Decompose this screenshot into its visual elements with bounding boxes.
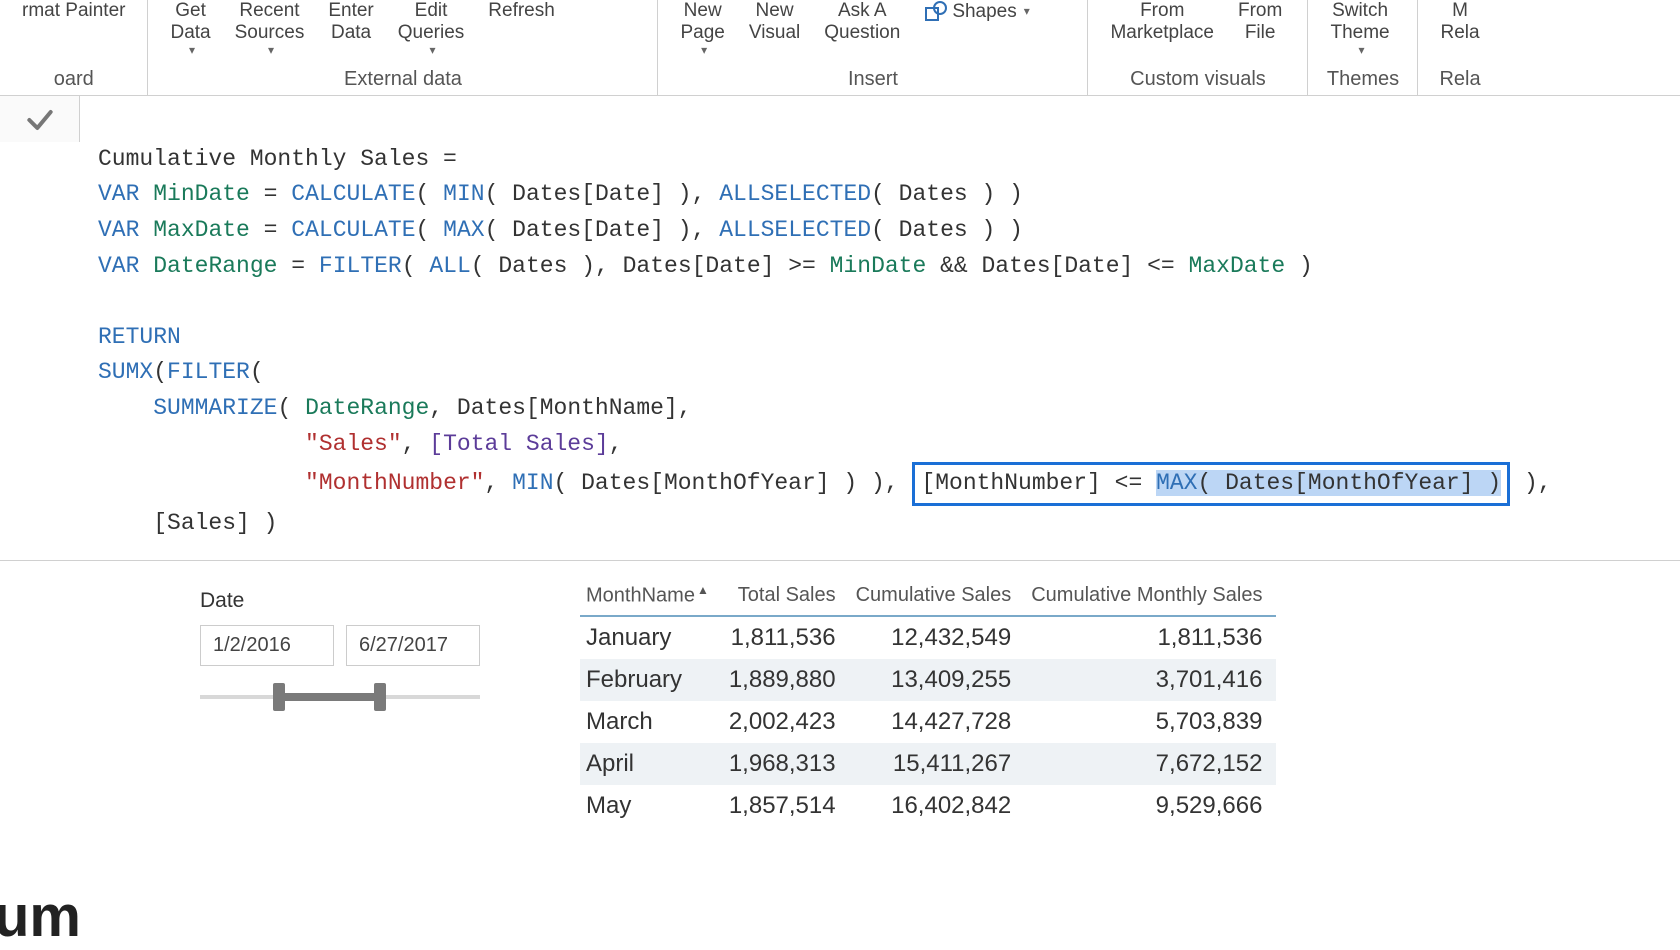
formula-bar: Cumulative Monthly Sales = VAR MinDate =… [0,96,1680,561]
table-cell: 15,411,267 [850,743,1026,785]
chevron-down-icon: ▾ [430,44,436,58]
switch-theme-button[interactable]: Switch Theme▾ [1318,0,1401,57]
chevron-down-icon: ▾ [701,44,707,58]
table-cell: 12,432,549 [850,616,1026,659]
table-cell: 13,409,255 [850,659,1026,701]
ribbon-group-custom-visuals: From Marketplace From File Custom visual… [1088,0,1308,95]
sales-table-visual[interactable]: MonthName▲ Total Sales Cumulative Sales … [580,561,1276,828]
table-row[interactable]: March2,002,42314,427,7285,703,839 [580,701,1276,743]
table-cell: 5,703,839 [1025,701,1276,743]
table-row[interactable]: January1,811,53612,432,5491,811,536 [580,616,1276,659]
col-cumulative-sales[interactable]: Cumulative Sales [850,577,1026,617]
ribbon-group-external-data: Get Data▾ Recent Sources▾ Enter Data Edi… [148,0,658,95]
format-painter-label: rmat Painter [22,0,125,22]
checkmark-icon [24,104,56,142]
commit-formula-button[interactable] [0,96,80,142]
from-file-button[interactable]: From File [1226,0,1294,44]
table-cell: January [580,616,723,659]
table-cell: 1,968,313 [723,743,850,785]
sort-asc-icon: ▲ [697,583,709,597]
ribbon-group-label-clipboard: oard [10,68,137,95]
col-monthname[interactable]: MonthName▲ [580,577,723,617]
formula-editor[interactable]: Cumulative Monthly Sales = VAR MinDate =… [80,96,1680,560]
slicer-to-input[interactable]: 6/27/2017 [346,625,480,666]
ribbon-group-clipboard: rmat Painter oard [0,0,148,95]
format-painter-button[interactable]: rmat Painter [10,0,137,22]
from-marketplace-button[interactable]: From Marketplace [1098,0,1226,44]
slicer-from-input[interactable]: 1/2/2016 [200,625,334,666]
slider-handle-start[interactable] [273,683,285,711]
table-cell: May [580,785,723,827]
table-cell: 14,427,728 [850,701,1026,743]
get-data-button[interactable]: Get Data▾ [158,0,222,57]
table-row[interactable]: May1,857,51416,402,8429,529,666 [580,785,1276,827]
table-cell: 7,672,152 [1025,743,1276,785]
sales-table: MonthName▲ Total Sales Cumulative Sales … [580,577,1276,828]
ask-a-question-button[interactable]: Ask A Question [812,0,912,44]
ribbon-group-insert: New Page▾ New Visual Ask A Question Shap… [658,0,1088,95]
enter-data-button[interactable]: Enter Data [316,0,385,44]
ribbon-group-label-insert: Insert [668,68,1077,95]
table-cell: 16,402,842 [850,785,1026,827]
table-cell: 9,529,666 [1025,785,1276,827]
col-cumulative-monthly-sales[interactable]: Cumulative Monthly Sales [1025,577,1276,617]
ribbon-group-label-relationships: Rela [1428,68,1491,95]
slider-fill [273,693,374,701]
table-cell: 2,002,423 [723,701,850,743]
table-row[interactable]: April1,968,31315,411,2677,672,152 [580,743,1276,785]
slicer-title: Date [200,589,540,613]
ribbon: rmat Painter oard Get Data▾ Recent Sourc… [0,0,1680,96]
highlighted-filter-condition: [MonthNumber] <= MAX( Dates[MonthOfYear]… [912,462,1510,506]
ribbon-group-label-custom-visuals: Custom visuals [1098,68,1297,95]
refresh-button[interactable]: Refresh [476,0,567,22]
chevron-down-icon: ▾ [268,44,274,58]
table-cell: February [580,659,723,701]
slider-handle-end[interactable] [374,683,386,711]
chevron-down-icon: ▾ [1359,44,1365,58]
table-header-row: MonthName▲ Total Sales Cumulative Sales … [580,577,1276,617]
edit-queries-button[interactable]: Edit Queries▾ [386,0,477,57]
table-cell: March [580,701,723,743]
manage-relationships-button[interactable]: M Rela [1428,0,1491,44]
ribbon-group-label-themes: Themes [1318,68,1407,95]
chevron-down-icon: ▾ [189,44,195,58]
title-fragment: um [0,883,81,950]
chevron-down-icon: ▾ [1024,5,1030,19]
col-total-sales[interactable]: Total Sales [723,577,850,617]
table-cell: 3,701,416 [1025,659,1276,701]
new-page-button[interactable]: New Page▾ [668,0,736,57]
ribbon-group-label-external-data: External data [158,68,647,95]
shapes-icon [924,0,948,24]
recent-sources-button[interactable]: Recent Sources▾ [223,0,317,57]
date-slicer[interactable]: Date 1/2/2016 6/27/2017 [0,561,580,714]
slicer-slider[interactable] [200,680,480,714]
shapes-button[interactable]: Shapes ▾ [912,0,1041,24]
table-row[interactable]: February1,889,88013,409,2553,701,416 [580,659,1276,701]
table-cell: 1,857,514 [723,785,850,827]
ribbon-group-relationships: M Rela Rela [1418,0,1501,95]
table-cell: April [580,743,723,785]
table-cell: 1,811,536 [723,616,850,659]
table-cell: 1,889,880 [723,659,850,701]
ribbon-group-themes: Switch Theme▾ Themes [1308,0,1418,95]
new-visual-button[interactable]: New Visual [737,0,812,44]
report-canvas: um Date 1/2/2016 6/27/2017 MonthName▲ To… [0,561,1680,828]
table-cell: 1,811,536 [1025,616,1276,659]
